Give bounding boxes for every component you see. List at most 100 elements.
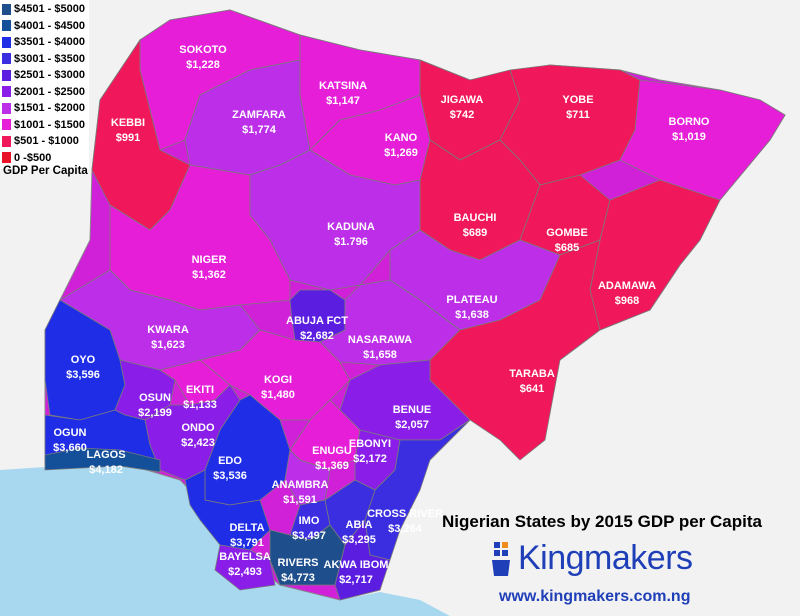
- legend-item: $501 - $1000: [2, 133, 85, 150]
- state-gdp-bauchi: $689: [463, 227, 487, 239]
- legend-item: $2001 - $2500: [2, 84, 85, 101]
- state-name-anambra: ANAMBRA: [272, 479, 329, 491]
- state-gdp-akwa-ibom: $2,717: [339, 574, 373, 586]
- state-name-ekiti: EKITI: [186, 384, 214, 396]
- state-gdp-bayelsa: $2,493: [228, 566, 262, 578]
- state-gdp-ondo: $2,423: [181, 437, 215, 449]
- state-gdp-gombe: $685: [555, 242, 579, 254]
- legend-label: $3001 - $3500: [14, 52, 85, 65]
- state-name-sokoto: SOKOTO: [179, 44, 227, 56]
- state-name-abia: ABIA: [346, 519, 373, 531]
- legend-label: $1001 - $1500: [14, 118, 85, 131]
- legend-item: $4001 - $4500: [2, 18, 85, 35]
- legend-swatch: [2, 36, 11, 48]
- state-gdp-yobe: $711: [566, 109, 590, 121]
- state-gdp-borno: $1,019: [672, 131, 706, 143]
- legend-label: $2001 - $2500: [14, 85, 85, 98]
- legend-label: $4501 - $5000: [14, 3, 85, 16]
- legend-label: $2501 - $3000: [14, 69, 85, 82]
- legend-swatch: [2, 3, 11, 15]
- state-name-cross-river: CROSS RIVER: [367, 508, 443, 520]
- legend-item: $1001 - $1500: [2, 117, 85, 134]
- legend-label: $4001 - $4500: [14, 19, 85, 32]
- state-shape-akwa-ibom: [334, 519, 391, 601]
- state-gdp-ekiti: $1,133: [183, 399, 217, 411]
- legend-item: $3001 - $3500: [2, 51, 85, 68]
- state-name-akwa-ibom: AKWA IBOM: [324, 559, 389, 571]
- state-name-yobe: YOBE: [562, 94, 593, 106]
- state-gdp-edo: $3,536: [213, 470, 247, 482]
- legend-swatch: [2, 69, 11, 81]
- state-name-ogun: OGUN: [54, 427, 87, 439]
- state-gdp-delta: $3,791: [230, 537, 264, 549]
- state-gdp-enugu: $1,369: [315, 460, 349, 472]
- legend-swatch: [2, 135, 11, 147]
- state-name-adamawa: ADAMAWA: [598, 280, 656, 292]
- state-name-abuja-fct: ABUJA FCT: [286, 315, 348, 327]
- state-gdp-osun: $2,199: [138, 407, 172, 419]
- state-gdp-kwara: $1,623: [151, 339, 185, 351]
- brand-url[interactable]: www.kingmakers.com.ng: [499, 588, 691, 605]
- state-gdp-plateau: $1,638: [455, 309, 489, 321]
- state-name-ondo: ONDO: [182, 422, 215, 434]
- state-name-kano: KANO: [385, 132, 418, 144]
- legend-item: $2501 - $3000: [2, 67, 85, 84]
- legend-label: 0 -$500: [14, 151, 52, 164]
- state-name-ebonyi: EBONYI: [349, 438, 391, 450]
- state-gdp-rivers: $4,773: [281, 572, 315, 584]
- state-gdp-kogi: $1,480: [261, 389, 295, 401]
- state-labels: SOKOTO $1,228 KATSINA $1,147 JIGAWA $742 YOBE $…: [53, 44, 710, 586]
- legend: $4501 - $5000 $4001 - $4500 $3501 - $400…: [0, 0, 89, 169]
- state-name-gombe: GOMBE: [546, 227, 588, 239]
- legend-item: $3501 - $4000: [2, 34, 85, 51]
- state-gdp-katsina: $1,147: [326, 95, 360, 107]
- state-gdp-nasarawa: $1,658: [363, 349, 397, 361]
- state-gdp-niger: $1,362: [192, 269, 226, 281]
- legend-swatch: [2, 53, 11, 65]
- state-gdp-ogun: $3,660: [53, 442, 87, 454]
- legend-swatch: [2, 152, 11, 164]
- legend-swatch: [2, 102, 11, 114]
- state-name-oyo: OYO: [71, 354, 96, 366]
- state-name-zamfara: ZAMFARA: [232, 109, 286, 121]
- legend-label: $501 - $1000: [14, 135, 79, 148]
- state-gdp-taraba: $641: [520, 383, 544, 395]
- state-name-benue: BENUE: [393, 404, 432, 416]
- state-gdp-zamfara: $1,774: [242, 124, 277, 136]
- state-gdp-kebbi: $991: [116, 132, 140, 144]
- state-name-nasarawa: NASARAWA: [348, 334, 412, 346]
- state-gdp-abuja-fct: $2,682: [300, 330, 334, 342]
- legend-swatch: [2, 20, 11, 32]
- state-gdp-jigawa: $742: [450, 109, 474, 121]
- state-shape-yobe: [499, 64, 641, 186]
- state-name-rivers: RIVERS: [278, 557, 319, 569]
- legend-item: 0 -$500: [2, 150, 85, 167]
- state-name-osun: OSUN: [139, 392, 171, 404]
- state-shapes: [44, 9, 786, 601]
- state-name-bauchi: BAUCHI: [454, 212, 497, 224]
- state-gdp-kaduna: $1.796: [334, 236, 368, 248]
- state-name-kwara: KWARA: [147, 324, 189, 336]
- map-title: Nigerian States by 2015 GDP per Capita: [442, 512, 762, 531]
- state-gdp-sokoto: $1,228: [186, 59, 220, 71]
- legend-title: GDP Per Capita: [3, 165, 88, 177]
- state-name-jigawa: JIGAWA: [441, 94, 484, 106]
- state-gdp-lagos: $4,182: [89, 464, 123, 476]
- state-name-edo: EDO: [218, 455, 242, 467]
- kingmakers-logo-icon: [492, 542, 510, 576]
- state-shape-adamawa: [589, 179, 721, 331]
- state-shape-cross-river: [364, 419, 471, 561]
- state-gdp-adamawa: $968: [615, 295, 639, 307]
- state-name-niger: NIGER: [192, 254, 227, 266]
- state-gdp-oyo: $3,596: [66, 369, 100, 381]
- state-name-lagos: LAGOS: [86, 449, 125, 461]
- state-name-kebbi: KEBBI: [111, 117, 145, 129]
- brand-logo[interactable]: Kingmakers: [488, 538, 693, 578]
- state-name-plateau: PLATEAU: [446, 294, 497, 306]
- state-name-imo: IMO: [299, 515, 320, 527]
- state-gdp-cross-river: $3,264: [388, 523, 423, 535]
- state-gdp-anambra: $1,591: [283, 494, 317, 506]
- legend-swatch: [2, 86, 11, 98]
- state-name-katsina: KATSINA: [319, 80, 367, 92]
- state-shape-bayelsa: [214, 544, 276, 591]
